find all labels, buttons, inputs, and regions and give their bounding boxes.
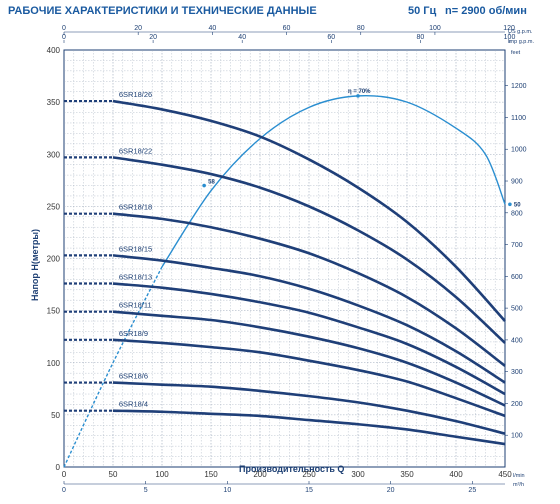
us-gpm-tick-label: 20 bbox=[134, 25, 142, 32]
m3h-tick-label: 10 bbox=[223, 487, 231, 494]
us-gpm-tick-label: 80 bbox=[357, 25, 365, 32]
efficiency-curve-dashed bbox=[63, 266, 163, 468]
m3h-tick-label: 25 bbox=[468, 487, 476, 494]
x-tick-label: 400 bbox=[449, 470, 463, 479]
efficiency-label: 50 bbox=[514, 202, 521, 208]
imp-gpm-tick-label: 20 bbox=[149, 34, 157, 41]
series-label: 6SR18/15 bbox=[119, 244, 152, 253]
feet-tick-label: 300 bbox=[511, 369, 523, 376]
imp-gpm-unit-label: Imp g.p.m. bbox=[508, 39, 534, 45]
us-gpm-tick-label: 0 bbox=[62, 25, 66, 32]
frequency-label: 50 Гц bbox=[408, 5, 437, 17]
y-tick-label: 100 bbox=[47, 359, 61, 368]
series-label: 6SR18/6 bbox=[119, 372, 148, 381]
series-curve bbox=[112, 282, 506, 396]
imp-gpm-tick-label: 40 bbox=[238, 34, 246, 41]
us-gpm-tick-label: 60 bbox=[283, 25, 291, 32]
chart-title: РАБОЧИЕ ХАРАКТЕРИСТИКИ И ТЕХНИЧЕСКИЕ ДАН… bbox=[8, 5, 317, 17]
x-tick-label: 100 bbox=[155, 470, 169, 479]
x-unit-label: l/min bbox=[513, 473, 525, 479]
series-label: 6SR18/13 bbox=[119, 273, 152, 282]
feet-tick-label: 900 bbox=[511, 179, 523, 186]
m3h-tick-label: 0 bbox=[62, 487, 66, 494]
feet-tick-label: 800 bbox=[511, 210, 523, 217]
m3h-tick-label: 15 bbox=[305, 487, 313, 494]
feet-tick-label: 500 bbox=[511, 306, 523, 313]
x-tick-label: 300 bbox=[351, 470, 365, 479]
us-gpm-tick-label: 100 bbox=[429, 25, 441, 32]
imp-gpm-tick-label: 100 bbox=[504, 34, 516, 41]
y-tick-label: 200 bbox=[47, 255, 61, 264]
feet-tick-label: 200 bbox=[511, 401, 523, 408]
series-curve bbox=[112, 156, 506, 344]
efficiency-point bbox=[356, 94, 360, 98]
imp-gpm-tick-label: 80 bbox=[417, 34, 425, 41]
series-label: 6SR18/18 bbox=[119, 203, 152, 212]
series-label: 6SR18/26 bbox=[119, 90, 152, 99]
m3h-unit-label: m³/h bbox=[513, 482, 524, 488]
x-tick-label: 0 bbox=[62, 470, 67, 479]
series-curve bbox=[112, 99, 506, 322]
x-tick-label: 450 bbox=[498, 470, 512, 479]
feet-tick-label: 1000 bbox=[511, 147, 527, 154]
series-label: 6SR18/11 bbox=[119, 301, 152, 310]
x-tick-label: 200 bbox=[253, 470, 267, 479]
series-label: 6SR18/4 bbox=[119, 400, 148, 409]
feet-tick-label: 700 bbox=[511, 242, 523, 249]
y-tick-label: 400 bbox=[47, 46, 61, 55]
y-axis-title: Напор H(метры) bbox=[30, 229, 40, 301]
series-curve bbox=[112, 338, 506, 418]
feet-tick-label: 1100 bbox=[511, 115, 526, 122]
efficiency-point bbox=[508, 202, 512, 207]
grid-layer bbox=[63, 49, 506, 468]
y-tick-label: 0 bbox=[56, 463, 61, 472]
series-curve bbox=[112, 409, 506, 446]
series-layer: 6SR18/26 6SR18/22 6SR18/18 6SR18/15 6SR18/13… bbox=[64, 90, 506, 446]
efficiency-curve-layer: η = 70% 58 50 bbox=[63, 89, 521, 468]
imp-gpm-tick-label: 60 bbox=[327, 34, 335, 41]
imp-gpm-tick-label: 0 bbox=[62, 34, 66, 41]
series-curve bbox=[112, 254, 506, 384]
y-tick-label: 350 bbox=[47, 98, 61, 107]
x-tick-label: 250 bbox=[302, 470, 316, 479]
feet-tick-label: 600 bbox=[511, 274, 523, 281]
y-tick-label: 250 bbox=[47, 202, 61, 211]
x-tick-label: 350 bbox=[400, 470, 414, 479]
us-gpm-unit-label: US g.p.m. bbox=[508, 29, 533, 35]
y-tick-label: 300 bbox=[47, 150, 61, 159]
x-tick-label: 150 bbox=[204, 470, 218, 479]
y-tick-label: 150 bbox=[47, 307, 61, 316]
m3h-tick-label: 20 bbox=[387, 487, 395, 494]
feet-unit-label: feet bbox=[511, 50, 521, 56]
feet-tick-label: 1200 bbox=[511, 83, 527, 90]
m3h-tick-label: 5 bbox=[144, 487, 148, 494]
x-tick-label: 50 bbox=[109, 470, 118, 479]
x-axis-title: Производительность Q bbox=[239, 464, 344, 474]
efficiency-curve bbox=[161, 94, 506, 268]
series-label: 6SR18/9 bbox=[119, 329, 148, 338]
series-curve bbox=[112, 310, 506, 407]
speed-label: n= 2900 об/мин bbox=[445, 5, 527, 17]
series-curve bbox=[112, 381, 506, 435]
efficiency-label: η = 70% bbox=[348, 89, 371, 95]
series-label: 6SR18/22 bbox=[119, 146, 152, 155]
y-tick-label: 50 bbox=[51, 411, 60, 420]
efficiency-point bbox=[202, 183, 206, 188]
us-gpm-tick-label: 40 bbox=[208, 25, 216, 32]
feet-tick-label: 400 bbox=[511, 337, 523, 344]
feet-tick-label: 100 bbox=[511, 433, 523, 440]
series-curve bbox=[112, 212, 506, 367]
efficiency-label: 58 bbox=[208, 180, 215, 186]
us-gpm-tick-label: 120 bbox=[503, 25, 515, 32]
